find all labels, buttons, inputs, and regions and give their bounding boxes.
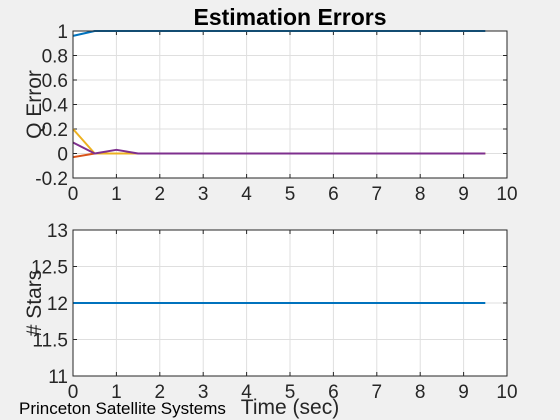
series-line-4: [72, 141, 486, 155]
x-tick-label: 1: [111, 184, 122, 205]
x-tick-label: 8: [415, 184, 426, 205]
y-axis-label: # Stars: [23, 270, 46, 337]
y-tick-label: 11.5: [32, 331, 68, 352]
x-tick-label: 2: [155, 184, 166, 205]
x-tick-label: 6: [328, 382, 339, 403]
footer: Princeton Satellite Systems: [7, 396, 226, 418]
x-tick-label: 2: [155, 382, 166, 403]
x-tick-label: 1: [111, 382, 122, 403]
x-tick-label: 5: [285, 184, 296, 205]
x-tick-label: 10: [496, 184, 517, 205]
y-tick-label: 0: [57, 145, 68, 166]
y-tick-label: 1: [57, 22, 68, 43]
y-axis-label: Q Error: [23, 70, 46, 139]
x-tick-label: 3: [198, 184, 209, 205]
x-tick-label: 5: [285, 382, 296, 403]
x-tick-label: 4: [241, 382, 252, 403]
chart-title: Estimation Errors: [194, 4, 387, 30]
y-tick-label: 13: [47, 221, 68, 242]
y-tick-label: 11: [48, 367, 68, 388]
y-tick-label: -0.2: [35, 169, 68, 190]
chart-panel-1: 0 1 2 3 4 5 6 7 8 9 10-0.200.20.40.60.81Estimation…: [23, 4, 518, 205]
x-tick-label: 0: [68, 184, 79, 205]
pss-crescent-logo: [7, 396, 18, 418]
y-tick-label: 0.8: [42, 47, 68, 68]
x-tick-label: 9: [458, 184, 469, 205]
y-tick-label: 12: [47, 294, 68, 315]
axes-box: [72, 30, 508, 179]
x-tick-label: 7: [372, 382, 383, 403]
x-tick-label: 0: [68, 382, 79, 403]
footer-text: Princeton Satellite Systems: [19, 399, 226, 418]
y-tick-label: 0.2: [42, 120, 68, 141]
x-tick-label: 3: [198, 382, 209, 403]
y-tick-label: 0.6: [42, 71, 68, 92]
x-tick-label: 10: [496, 382, 517, 403]
x-tick-label: 4: [241, 184, 252, 205]
x-axis-label: Time (sec): [241, 396, 339, 419]
y-tick-label: 12.5: [31, 258, 68, 279]
x-tick-label: 9: [458, 382, 469, 403]
y-tick-label: 0.4: [42, 96, 69, 117]
x-tick-label: 7: [372, 184, 383, 205]
x-tick-label: 8: [415, 382, 426, 403]
x-tick-label: 6: [328, 184, 339, 205]
axes-box: [72, 229, 508, 377]
